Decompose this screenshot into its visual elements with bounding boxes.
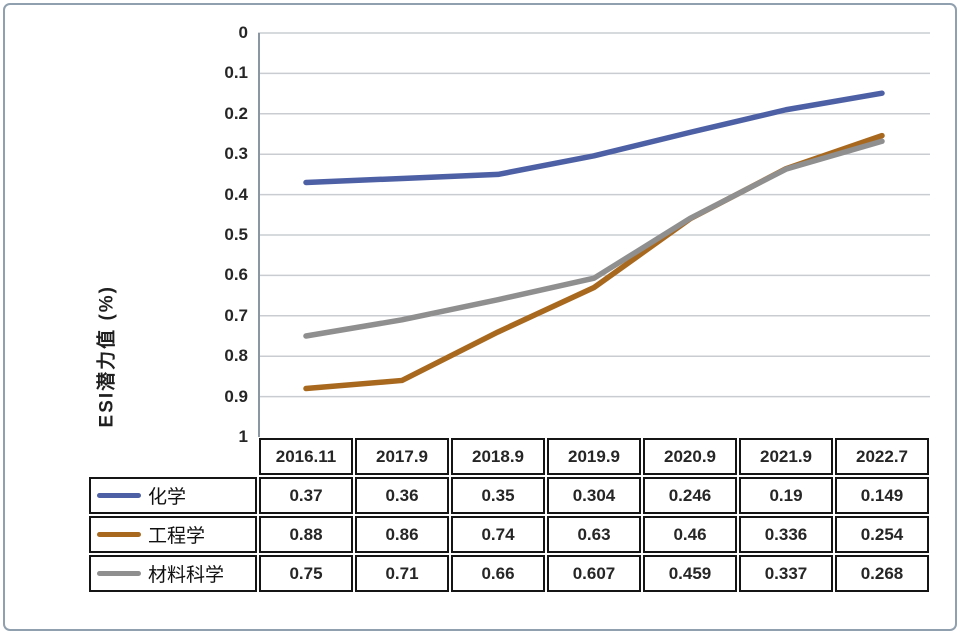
legend-item-材料科学: 材料科学 — [89, 555, 257, 592]
value-cell: 0.19 — [739, 477, 833, 514]
x-category-header: 2018.9 — [451, 438, 545, 475]
y-tick-label: 0.9 — [224, 386, 248, 406]
series-name: 化学 — [148, 487, 187, 508]
x-category-header: 2017.9 — [355, 438, 449, 475]
value-cell: 0.246 — [643, 477, 737, 514]
value-cell: 0.75 — [259, 555, 353, 592]
value-cell: 0.337 — [739, 555, 833, 592]
y-tick-label: 0.6 — [224, 265, 248, 285]
y-tick-label: 0.1 — [224, 63, 248, 83]
x-category-header: 2021.9 — [739, 438, 833, 475]
value-cell: 0.268 — [835, 555, 929, 592]
x-category-header: 2016.11 — [259, 438, 353, 475]
y-tick-label: 0 — [238, 23, 248, 42]
value-cell: 0.71 — [355, 555, 449, 592]
x-category-header: 2020.9 — [643, 438, 737, 475]
y-tick-label: 0.8 — [224, 346, 248, 366]
x-category-header: 2019.9 — [547, 438, 641, 475]
y-tick-label: 0.3 — [224, 144, 248, 164]
value-cell: 0.607 — [547, 555, 641, 592]
value-cell: 0.86 — [355, 516, 449, 553]
value-cell: 0.63 — [547, 516, 641, 553]
series-line-工程学 — [303, 132, 885, 392]
value-cell: 0.66 — [451, 555, 545, 592]
value-cell: 0.336 — [739, 516, 833, 553]
value-cell: 0.459 — [643, 555, 737, 592]
y-tick-label: 0.5 — [224, 225, 248, 244]
legend-line-sample — [97, 571, 141, 576]
value-cell: 0.304 — [547, 477, 641, 514]
line-chart — [258, 32, 930, 437]
legend-line-sample — [97, 532, 141, 537]
y-tick-label: 0.7 — [224, 305, 248, 325]
legend-item-工程学: 工程学 — [89, 516, 257, 553]
value-cell: 0.46 — [643, 516, 737, 553]
value-cell: 0.88 — [259, 516, 353, 553]
x-category-header: 2022.7 — [835, 438, 929, 475]
value-cell: 0.36 — [355, 477, 449, 514]
value-cell: 0.254 — [835, 516, 929, 553]
series-line-化学 — [303, 90, 885, 186]
chart-plot-area — [258, 32, 930, 437]
y-tick-label: 0.2 — [224, 103, 248, 123]
value-cell: 0.37 — [259, 477, 353, 514]
series-name: 工程学 — [148, 526, 206, 547]
series-name: 材料科学 — [148, 565, 225, 586]
data-table: 2016.11 2017.9 2018.9 2019.9 2020.9 2021.9 202… — [88, 437, 930, 593]
legend-line-sample — [97, 493, 141, 498]
value-cell: 0.35 — [451, 477, 545, 514]
y-tick-label: 0.4 — [224, 184, 248, 204]
y-tick-label: 1 — [238, 427, 248, 446]
table-corner-spacer — [89, 438, 257, 475]
value-cell: 0.149 — [835, 477, 929, 514]
value-cell: 0.74 — [451, 516, 545, 553]
series-line-材料科学 — [303, 138, 885, 339]
legend-item-化学: 化学 — [89, 477, 257, 514]
